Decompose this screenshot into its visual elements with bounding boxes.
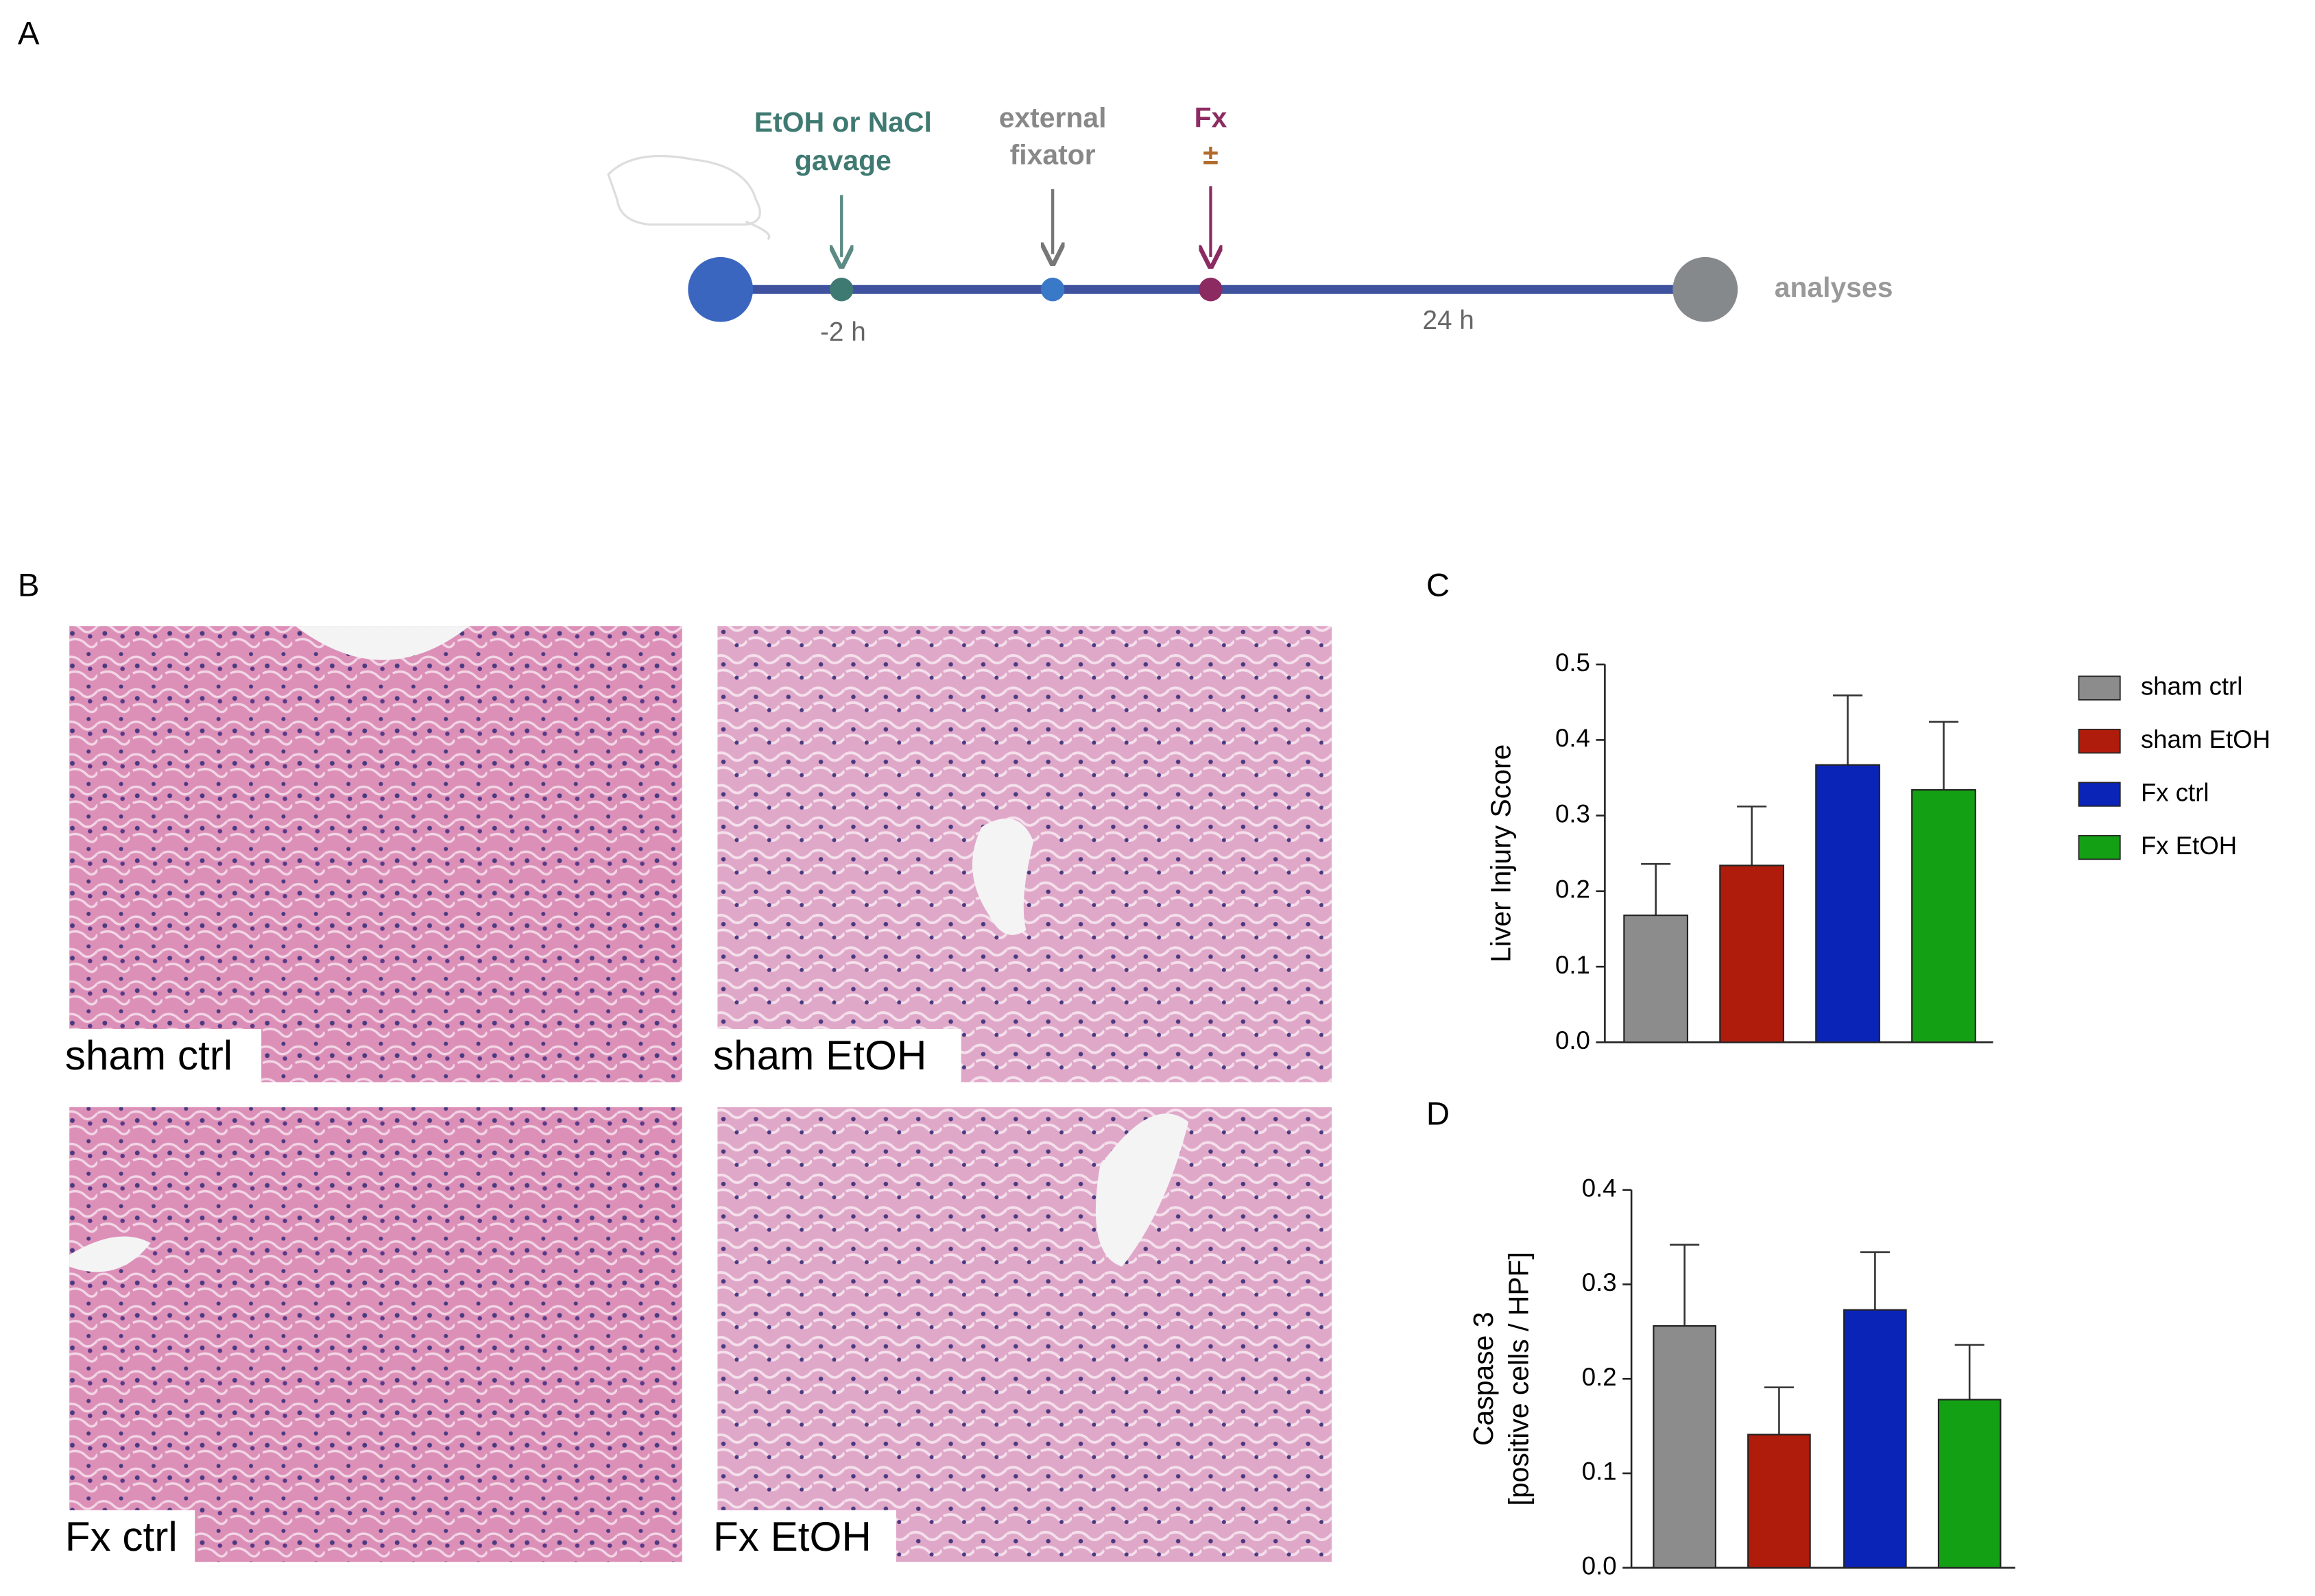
y-tick-label: 0.2: [1555, 875, 1590, 904]
panel-label: D: [1426, 1096, 1450, 1133]
bar: [1911, 789, 1976, 1043]
fixator-label: fixator: [1010, 138, 1096, 170]
mouse-icon: [607, 154, 771, 241]
legend-swatch: [2078, 782, 2121, 807]
y-axis-label: [positive cells / HPF]: [1502, 1252, 1534, 1506]
y-tick-label: 0.1: [1582, 1458, 1617, 1486]
panel-label: C: [1426, 568, 1450, 604]
legend-swatch: [2078, 729, 2121, 754]
legend-label: Fx EtOH: [2141, 832, 2237, 860]
vessel: [69, 1236, 151, 1272]
y-tick-label: 0.5: [1555, 649, 1590, 677]
panel-label: A: [18, 15, 40, 51]
vessel: [1095, 1113, 1189, 1267]
bar: [1623, 915, 1689, 1043]
time-label: 24 h: [1422, 306, 1474, 335]
gavage-label: EtOH or NaCl: [754, 106, 932, 138]
timeline: EtOH or NaCl gavage external fixator Fx …: [607, 101, 1893, 347]
bar: [1843, 1309, 1907, 1569]
y-axis-label: Caspase 3: [1467, 1311, 1499, 1446]
legend-swatch: [2078, 675, 2121, 701]
gavage-node: [830, 278, 854, 302]
y-tick-label: 0.3: [1582, 1268, 1617, 1296]
end-node: [1672, 256, 1738, 322]
bar: [1747, 1434, 1811, 1569]
bar: [1815, 764, 1880, 1043]
panel-label: B: [18, 568, 40, 604]
bar: [1937, 1399, 2002, 1569]
y-tick-label: 0.0: [1582, 1551, 1617, 1580]
y-tick-label: 0.1: [1555, 951, 1590, 979]
start-node: [688, 256, 754, 322]
legend-label: Fx ctrl: [2141, 778, 2209, 806]
y-axis-label: Liver Injury Score: [1485, 745, 1517, 963]
micrograph-label: Fx EtOH: [713, 1513, 872, 1560]
legend-label: sham EtOH: [2141, 725, 2270, 753]
micrograph: [717, 1107, 1332, 1562]
legend-label: sham ctrl: [2141, 672, 2242, 700]
y-tick-label: 0.0: [1555, 1026, 1590, 1054]
micrograph: [69, 1107, 682, 1562]
legend-swatch: [2078, 835, 2121, 860]
gavage-label: gavage: [795, 145, 891, 176]
pm-label: ±: [1203, 138, 1218, 170]
y-tick-label: 0.3: [1555, 799, 1590, 827]
y-tick-label: 0.4: [1582, 1174, 1617, 1202]
fixator-node: [1040, 278, 1065, 302]
y-tick-label: 0.4: [1555, 724, 1590, 752]
micrograph: [69, 626, 682, 1083]
micrograph-label: sham EtOH: [713, 1032, 926, 1078]
micrograph-label: Fx ctrl: [65, 1513, 178, 1560]
fixator-label: external: [999, 101, 1107, 133]
fx-label: Fx: [1195, 101, 1227, 133]
y-tick-label: 0.2: [1582, 1363, 1617, 1391]
bar: [1719, 864, 1784, 1043]
time-label: -2 h: [820, 317, 866, 347]
vessel: [295, 626, 470, 660]
micrographs: sham ctrl sham EtOH Fx ctrl Fx EtOH: [59, 626, 1332, 1567]
micrograph-label: sham ctrl: [65, 1032, 232, 1078]
analyses-label: analyses: [1775, 271, 1893, 303]
bar: [1653, 1325, 1716, 1569]
fx-node: [1199, 278, 1223, 302]
vessel: [972, 818, 1034, 935]
